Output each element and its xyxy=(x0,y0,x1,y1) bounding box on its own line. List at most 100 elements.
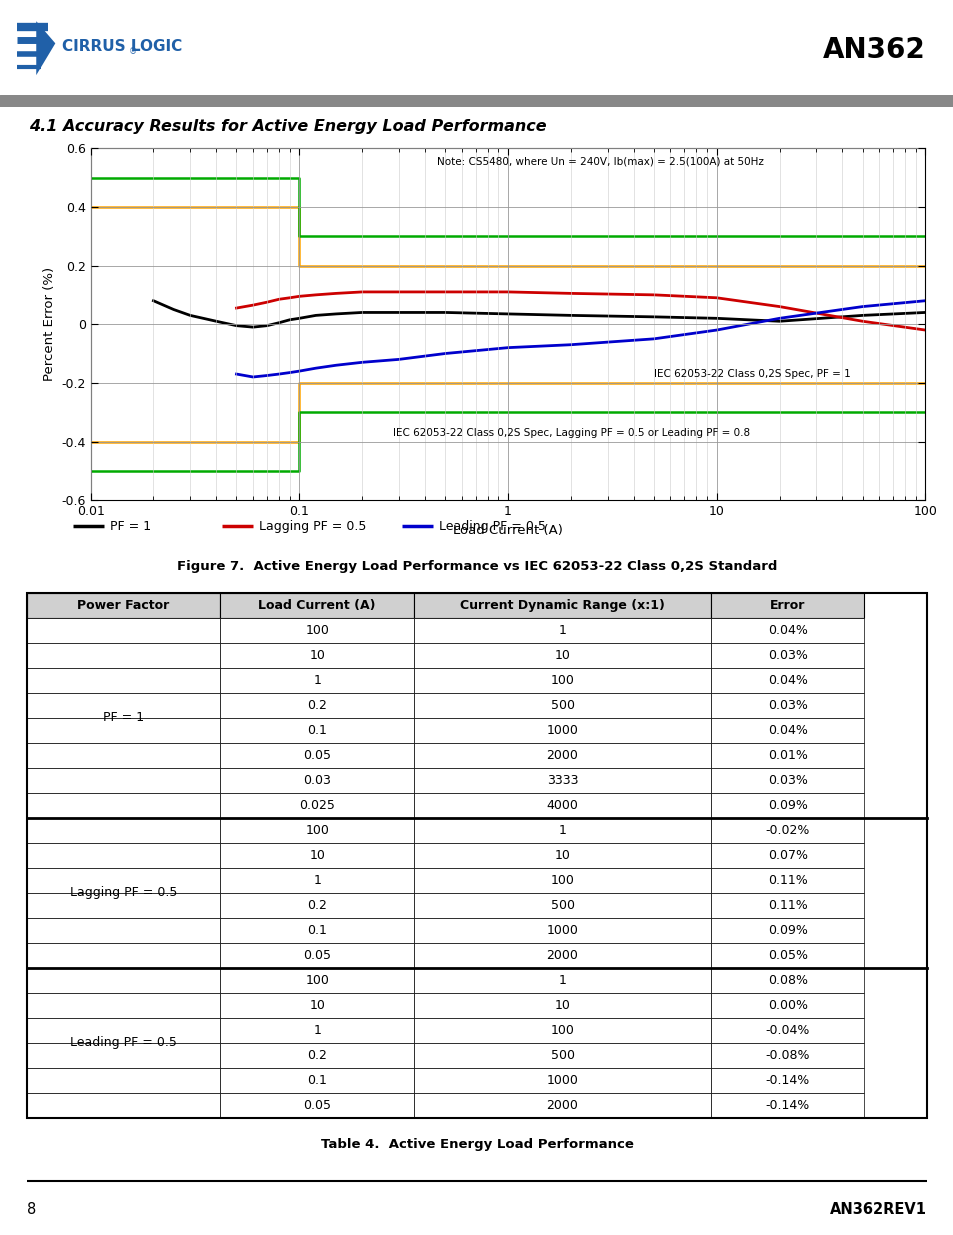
Text: Leading PF = 0.5: Leading PF = 0.5 xyxy=(70,1036,176,1050)
Text: 100: 100 xyxy=(550,674,574,687)
Bar xyxy=(414,993,710,1018)
Bar xyxy=(710,593,863,618)
Bar xyxy=(710,942,863,968)
Bar xyxy=(27,793,220,818)
Text: Error: Error xyxy=(769,599,804,611)
Text: Lagging PF = 0.5: Lagging PF = 0.5 xyxy=(258,520,366,532)
Bar xyxy=(414,593,710,618)
Bar xyxy=(27,918,220,942)
Bar xyxy=(414,818,710,842)
Bar xyxy=(414,1093,710,1118)
Bar xyxy=(220,893,414,918)
Bar xyxy=(710,918,863,942)
Bar xyxy=(27,668,220,693)
Text: 0.2: 0.2 xyxy=(307,1049,327,1062)
Text: 0.11%: 0.11% xyxy=(767,873,807,887)
Text: 1000: 1000 xyxy=(546,724,578,737)
Bar xyxy=(414,868,710,893)
Text: -0.04%: -0.04% xyxy=(764,1024,809,1036)
Bar xyxy=(27,768,220,793)
Bar xyxy=(27,993,220,1018)
Bar xyxy=(414,793,710,818)
Text: 10: 10 xyxy=(554,848,570,862)
Bar xyxy=(220,993,414,1018)
Bar xyxy=(414,1042,710,1068)
Bar xyxy=(220,593,414,618)
Text: 500: 500 xyxy=(550,1049,574,1062)
Bar xyxy=(414,668,710,693)
Bar xyxy=(220,1042,414,1068)
Text: 100: 100 xyxy=(550,1024,574,1036)
Text: PF = 1: PF = 1 xyxy=(103,711,144,724)
Bar xyxy=(710,1042,863,1068)
Text: 1: 1 xyxy=(313,674,321,687)
Bar xyxy=(27,893,220,918)
Text: 8: 8 xyxy=(27,1203,36,1218)
Bar xyxy=(710,842,863,868)
Text: 0.04%: 0.04% xyxy=(767,624,807,637)
Bar xyxy=(710,742,863,768)
Text: PF = 1: PF = 1 xyxy=(111,520,152,532)
Bar xyxy=(220,693,414,718)
Bar xyxy=(27,818,220,842)
Text: 1000: 1000 xyxy=(546,924,578,936)
Bar xyxy=(414,742,710,768)
Y-axis label: Percent Error (%): Percent Error (%) xyxy=(43,267,56,382)
Text: 0.09%: 0.09% xyxy=(767,924,807,936)
Bar xyxy=(710,818,863,842)
Bar xyxy=(710,718,863,742)
Text: 0.08%: 0.08% xyxy=(767,973,807,987)
Bar xyxy=(220,942,414,968)
Bar xyxy=(414,1068,710,1093)
Text: Load Current (A): Load Current (A) xyxy=(258,599,375,611)
Bar xyxy=(414,942,710,968)
Bar xyxy=(220,768,414,793)
Bar xyxy=(220,818,414,842)
Text: 10: 10 xyxy=(309,999,325,1011)
Text: AN362: AN362 xyxy=(821,36,924,64)
Text: CIRRUS LOGIC: CIRRUS LOGIC xyxy=(62,38,182,54)
Bar xyxy=(27,693,220,718)
Text: -0.14%: -0.14% xyxy=(764,1099,809,1112)
Text: 1: 1 xyxy=(558,973,566,987)
Text: 3333: 3333 xyxy=(546,774,578,787)
Bar xyxy=(710,968,863,993)
Bar xyxy=(220,618,414,642)
Text: 1: 1 xyxy=(313,873,321,887)
Bar xyxy=(414,968,710,993)
Text: AN362REV1: AN362REV1 xyxy=(829,1203,926,1218)
Bar xyxy=(414,642,710,668)
Text: Lagging PF = 0.5: Lagging PF = 0.5 xyxy=(70,887,177,899)
Bar xyxy=(220,842,414,868)
Text: 0.2: 0.2 xyxy=(307,899,327,911)
Bar xyxy=(27,742,220,768)
Bar xyxy=(710,868,863,893)
Bar xyxy=(220,642,414,668)
Text: 0.1: 0.1 xyxy=(307,924,327,936)
Text: 10: 10 xyxy=(309,848,325,862)
Bar xyxy=(27,842,220,868)
Text: Note: CS5480, where Un = 240V, Ib(max) = 2.5(100A) at 50Hz: Note: CS5480, where Un = 240V, Ib(max) =… xyxy=(436,157,763,167)
Bar xyxy=(27,1093,220,1118)
Text: Current Dynamic Range (x:1): Current Dynamic Range (x:1) xyxy=(459,599,664,611)
Text: 4.1 Accuracy Results for Active Energy Load Performance: 4.1 Accuracy Results for Active Energy L… xyxy=(29,120,546,135)
Bar xyxy=(710,1093,863,1118)
Text: Table 4.  Active Energy Load Performance: Table 4. Active Energy Load Performance xyxy=(320,1139,633,1151)
Text: 0.01%: 0.01% xyxy=(767,748,807,762)
Bar xyxy=(27,593,220,618)
Text: 10: 10 xyxy=(309,648,325,662)
Text: 0.2: 0.2 xyxy=(307,699,327,711)
Text: 10: 10 xyxy=(554,999,570,1011)
Bar xyxy=(710,642,863,668)
Text: 0.1: 0.1 xyxy=(307,1073,327,1087)
Text: 0.03%: 0.03% xyxy=(767,648,807,662)
Bar xyxy=(710,1018,863,1042)
Text: Figure 7.  Active Energy Load Performance vs IEC 62053-22 Class 0,2S Standard: Figure 7. Active Energy Load Performance… xyxy=(176,561,777,573)
Bar xyxy=(710,993,863,1018)
Bar xyxy=(27,718,220,742)
Bar xyxy=(414,718,710,742)
Text: 2000: 2000 xyxy=(546,1099,578,1112)
Text: 0.09%: 0.09% xyxy=(767,799,807,811)
Text: 0.1: 0.1 xyxy=(307,724,327,737)
Text: 0.03%: 0.03% xyxy=(767,699,807,711)
